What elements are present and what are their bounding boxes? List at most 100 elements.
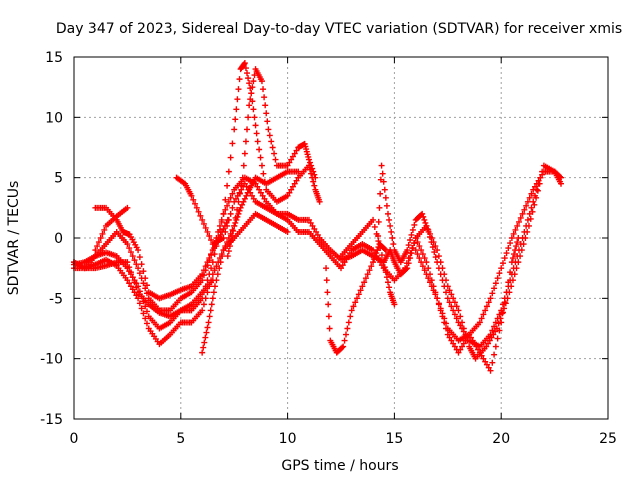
data-point [350, 303, 357, 310]
data-point [496, 311, 503, 318]
data-point [240, 162, 247, 169]
data-point [211, 283, 218, 290]
data-point [558, 174, 565, 181]
data-point [129, 286, 136, 293]
data-point [202, 334, 209, 341]
data-point [441, 271, 448, 278]
data-point [373, 250, 380, 257]
data-point [224, 222, 231, 229]
data-point [142, 303, 149, 310]
data-point [455, 307, 462, 314]
data-point [92, 247, 99, 254]
data-point [405, 260, 412, 267]
data-point [305, 216, 312, 223]
data-point [244, 126, 251, 133]
data-point [241, 180, 248, 187]
data-point [233, 216, 240, 223]
data-point [531, 201, 538, 208]
data-point [238, 186, 245, 193]
data-point [251, 114, 258, 121]
data-point [229, 226, 236, 233]
data-point [227, 194, 234, 201]
data-point [522, 235, 529, 241]
data-point [124, 204, 131, 211]
data-point [208, 237, 215, 244]
data-point [443, 277, 450, 284]
data-point [514, 239, 521, 246]
data-point [416, 243, 423, 250]
data-point [352, 299, 359, 306]
data-point [389, 235, 396, 241]
data-point [136, 254, 143, 261]
data-point [421, 216, 428, 223]
data-point [379, 170, 386, 177]
data-point [491, 285, 498, 292]
data-point [466, 331, 473, 338]
data-point [378, 162, 385, 169]
data-point [435, 301, 442, 308]
data-point [124, 241, 131, 248]
data-point [312, 174, 319, 181]
data-point [197, 212, 204, 219]
data-point [439, 265, 446, 272]
data-point [423, 271, 430, 278]
data-point [386, 284, 393, 291]
data-point [446, 287, 453, 294]
data-point [289, 153, 296, 160]
data-point [529, 208, 536, 215]
y-tick-label: -10 [40, 352, 63, 368]
data-point [512, 247, 519, 254]
data-point [430, 239, 437, 246]
data-point [523, 202, 530, 209]
data-point [362, 275, 369, 282]
data-point [513, 243, 520, 250]
data-point [220, 235, 227, 241]
data-point [286, 159, 293, 166]
data-point [239, 174, 246, 181]
data-point [140, 280, 147, 287]
data-point [428, 235, 435, 241]
data-point [252, 122, 259, 129]
data-point [487, 295, 494, 302]
data-point [507, 269, 514, 276]
data-point [241, 60, 248, 67]
data-point [434, 295, 441, 302]
data-point [491, 351, 498, 358]
data-point [494, 275, 501, 282]
data-markers [71, 60, 565, 374]
x-tick-label: 5 [176, 431, 185, 447]
data-point [235, 210, 242, 217]
data-point [94, 243, 101, 250]
data-point [244, 70, 251, 77]
series-trace-5 [71, 259, 216, 320]
data-point [227, 238, 234, 245]
data-point [505, 279, 512, 286]
data-point [502, 300, 509, 307]
data-point [295, 168, 302, 175]
data-point [208, 265, 215, 272]
data-point [143, 282, 150, 289]
data-point [457, 313, 464, 320]
data-point [216, 265, 223, 272]
data-point [527, 215, 534, 222]
data-point [248, 90, 255, 97]
data-point [136, 270, 143, 277]
data-point [501, 299, 508, 306]
data-point [124, 277, 131, 284]
data-point [247, 96, 254, 103]
data-point [483, 303, 490, 310]
data-point [291, 150, 298, 157]
axis-ticks: 0 5 10 15 20 25 -15 -10 -5 0 5 10 15 [40, 50, 617, 447]
data-point [264, 118, 271, 125]
data-point [556, 173, 563, 180]
data-point [511, 251, 518, 258]
data-point [284, 192, 291, 199]
data-point [225, 235, 232, 241]
data-point [242, 65, 249, 72]
data-point [377, 190, 384, 197]
data-point [480, 311, 487, 318]
data-point [404, 247, 411, 254]
data-point [133, 261, 140, 268]
data-point [441, 319, 448, 326]
data-point [127, 249, 134, 256]
